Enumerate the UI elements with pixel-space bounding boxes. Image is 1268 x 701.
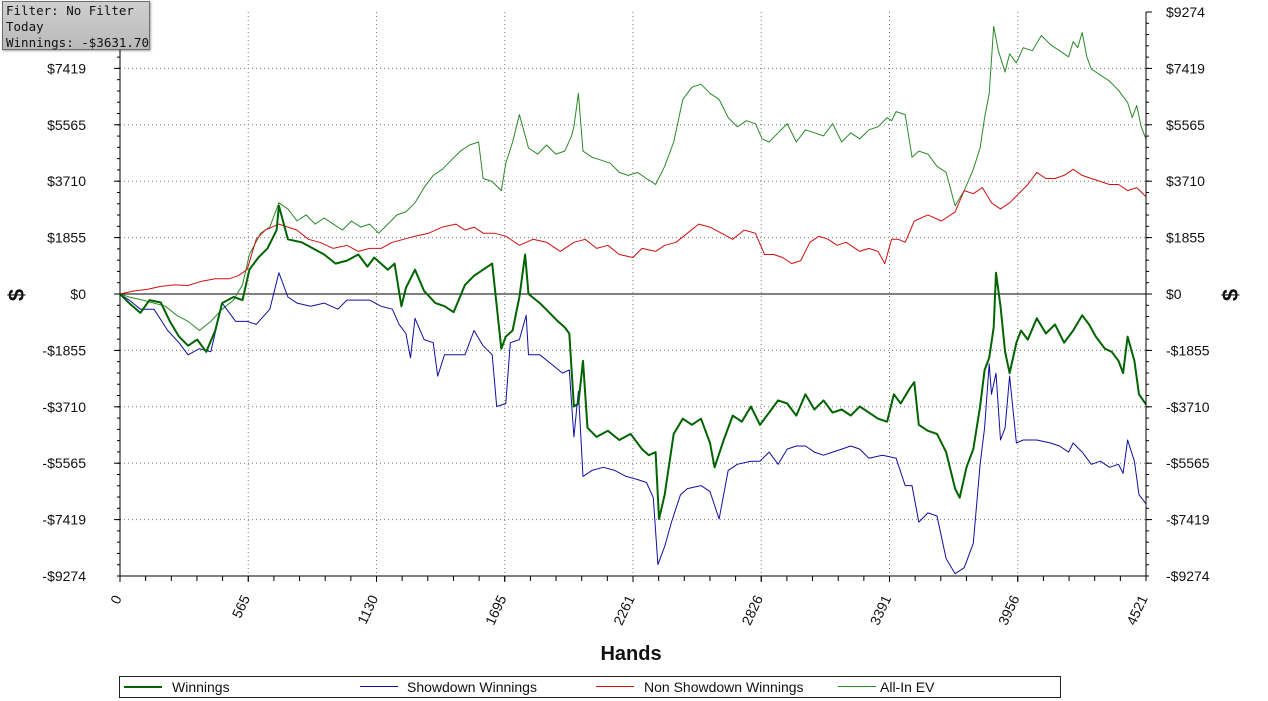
grid-layer [120, 12, 1146, 576]
series-line-winnings [119, 204, 1147, 520]
y-tick-label-right: -$9274 [1166, 568, 1210, 584]
y-tick-label-right: $1855 [1166, 230, 1205, 246]
y-tick-label-right: -$3710 [1166, 399, 1210, 415]
legend-item-winnings: Winnings [124, 677, 344, 697]
y-tick-label-left: $3710 [47, 173, 86, 189]
legend-item-non-showdown-winnings: Non Showdown Winnings [596, 677, 836, 697]
y-tick-label-right: -$5565 [1166, 455, 1210, 471]
x-tick-label: 4521 [1123, 592, 1151, 627]
y-tick-label-left: $0 [70, 286, 86, 302]
y-tick-label-left: -$5565 [42, 455, 86, 471]
y-axis-title-left: $ [4, 289, 29, 301]
x-tick-label: 3956 [995, 592, 1023, 627]
legend-label-winnings: Winnings [172, 679, 230, 695]
x-tick-label: 0 [107, 592, 125, 606]
y-tick-label-left: $1855 [47, 230, 86, 246]
chart-legend: Winnings Showdown Winnings Non Showdown … [119, 676, 1061, 698]
tick-label-layer: $9274$9274$7419$7419$5565$5565$3710$3710… [42, 4, 1209, 628]
legend-swatch-all-in-ev [838, 686, 876, 687]
legend-item-all-in-ev: All-In EV [838, 677, 1038, 697]
y-tick-label-left: -$3710 [42, 399, 86, 415]
axis-layer [114, 11, 1152, 582]
legend-swatch-non-showdown [596, 686, 634, 687]
filter-info-box: Filter: No Filter Today Winnings: -$3631… [2, 1, 150, 50]
y-tick-label-right: $0 [1166, 286, 1182, 302]
y-tick-label-left: $5565 [47, 117, 86, 133]
y-tick-label-right: -$7419 [1166, 512, 1210, 528]
y-tick-label-right: $5565 [1166, 117, 1205, 133]
y-tick-label-left: -$9274 [42, 568, 86, 584]
x-tick-label: 2826 [738, 592, 766, 627]
y-tick-label-right: $7419 [1166, 60, 1205, 76]
legend-swatch-showdown [360, 686, 398, 687]
legend-item-showdown-winnings: Showdown Winnings [360, 677, 590, 697]
y-tick-label-right: $3710 [1166, 173, 1205, 189]
legend-label-non-showdown: Non Showdown Winnings [644, 679, 804, 695]
series-line-showdown-winnings [119, 272, 1147, 575]
series-layer [119, 25, 1147, 575]
y-tick-label-left: -$1855 [42, 342, 86, 358]
x-tick-label: 1130 [354, 592, 381, 626]
x-axis-title: Hands [600, 643, 661, 665]
filter-line: Filter: No Filter [6, 3, 134, 18]
series-line-all-in-ev [119, 25, 1147, 331]
y-tick-label-right: -$1855 [1166, 342, 1210, 358]
x-tick-label: 1695 [482, 592, 510, 627]
date-range-line: Today [6, 19, 44, 34]
y-tick-label-left: $7419 [47, 60, 86, 76]
legend-label-showdown: Showdown Winnings [407, 679, 537, 695]
x-tick-label: 565 [229, 592, 253, 620]
legend-label-all-in-ev: All-In EV [880, 679, 935, 695]
winnings-line: Winnings: -$3631.70 [6, 35, 149, 50]
x-tick-label: 3391 [867, 592, 895, 627]
series-line-non-showdown-winnings [119, 168, 1147, 295]
x-tick-label: 2261 [610, 592, 638, 627]
y-axis-title-right: $ [1218, 289, 1243, 301]
legend-swatch-winnings [124, 686, 162, 688]
y-tick-label-left: -$7419 [42, 512, 86, 528]
y-tick-label-right: $9274 [1166, 4, 1205, 20]
